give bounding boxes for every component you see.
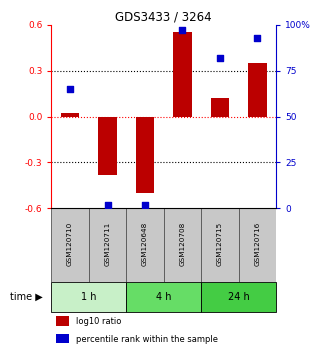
- Text: GSM120716: GSM120716: [254, 221, 260, 266]
- Bar: [126, 208, 164, 282]
- Point: [255, 35, 260, 40]
- Bar: [211, 98, 229, 116]
- Bar: [173, 33, 192, 116]
- Text: GSM120715: GSM120715: [217, 221, 223, 266]
- Text: time ▶: time ▶: [10, 292, 42, 302]
- Point: [143, 202, 148, 207]
- Point: [105, 202, 110, 207]
- Point: [180, 28, 185, 33]
- Bar: [56, 334, 69, 343]
- Text: GSM120711: GSM120711: [105, 221, 110, 266]
- Bar: [51, 208, 89, 282]
- Bar: [51, 282, 126, 312]
- Bar: [201, 282, 276, 312]
- Text: log10 ratio: log10 ratio: [76, 318, 121, 326]
- Point: [217, 55, 222, 61]
- Text: GSM120708: GSM120708: [179, 221, 186, 266]
- Bar: [89, 208, 126, 282]
- Bar: [61, 114, 79, 116]
- Bar: [56, 316, 69, 326]
- Bar: [164, 208, 201, 282]
- Text: GSM120710: GSM120710: [67, 221, 73, 266]
- Title: GDS3433 / 3264: GDS3433 / 3264: [115, 11, 212, 24]
- Bar: [135, 116, 154, 193]
- Point: [67, 86, 73, 92]
- Text: 4 h: 4 h: [156, 292, 171, 302]
- Bar: [98, 116, 117, 175]
- Bar: [239, 208, 276, 282]
- Bar: [126, 282, 201, 312]
- Bar: [248, 63, 267, 116]
- Text: percentile rank within the sample: percentile rank within the sample: [76, 335, 218, 344]
- Text: 24 h: 24 h: [228, 292, 249, 302]
- Bar: [201, 208, 239, 282]
- Text: GSM120648: GSM120648: [142, 221, 148, 266]
- Text: 1 h: 1 h: [81, 292, 97, 302]
